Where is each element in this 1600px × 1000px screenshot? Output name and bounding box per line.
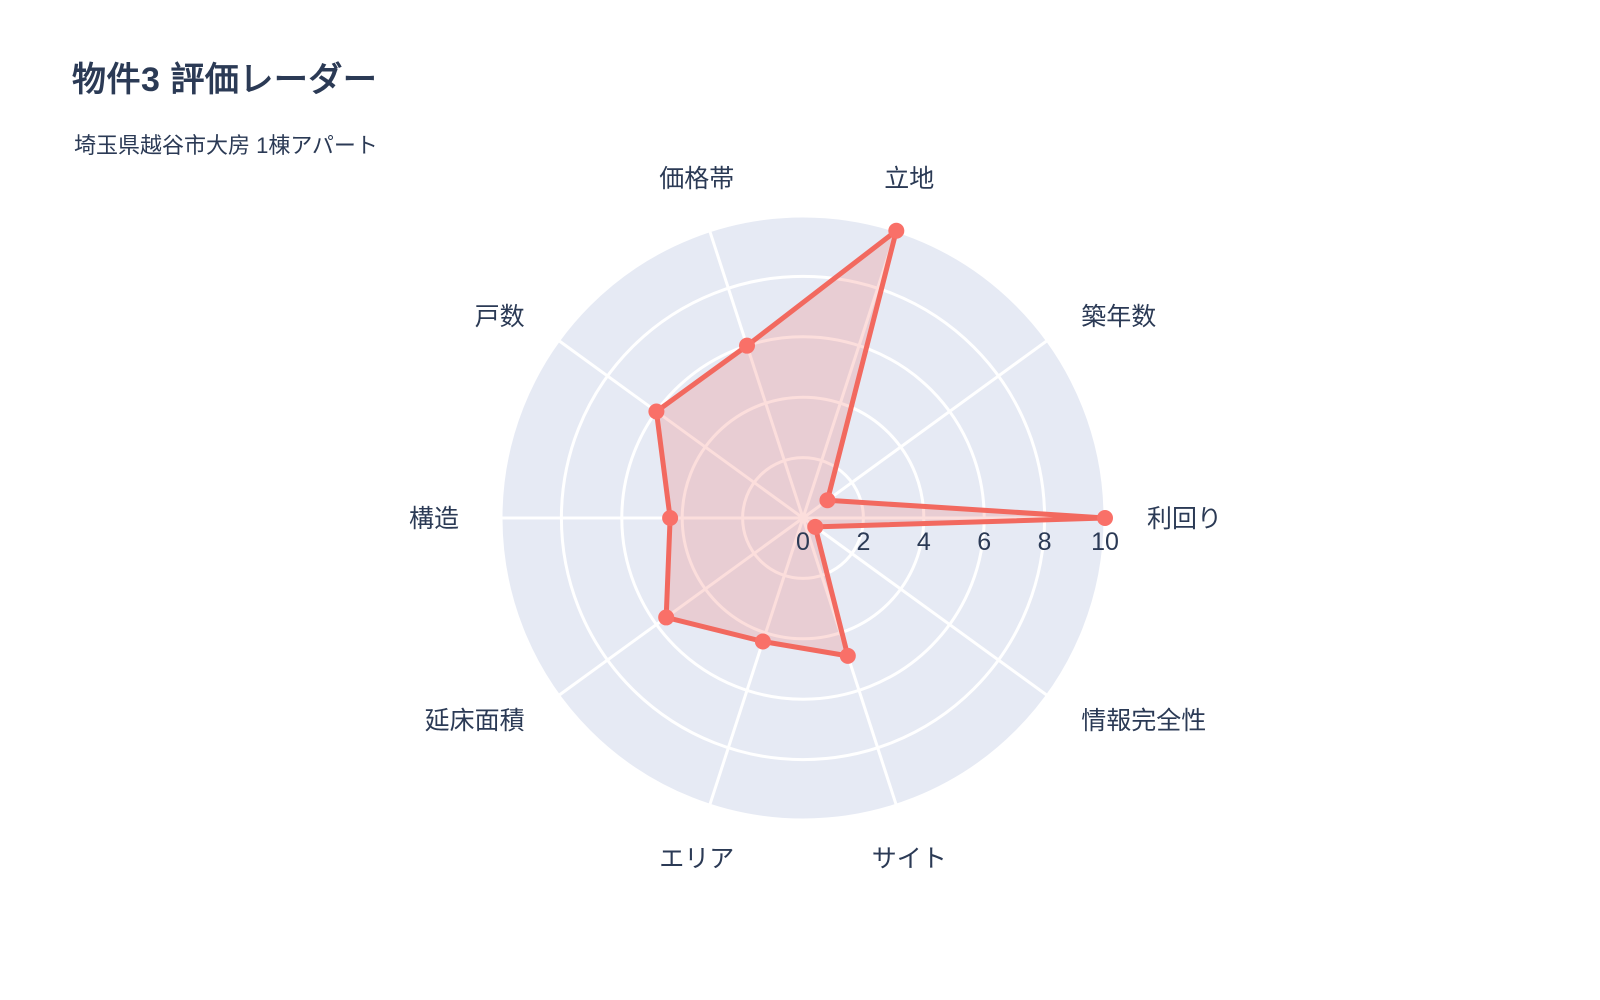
axis-label-戸数: 戸数 — [475, 303, 525, 331]
axis-label-延床面積: 延床面積 — [425, 707, 525, 735]
page-title: 物件3 評価レーダー — [72, 61, 378, 99]
axis-label-サイト: サイト — [872, 845, 947, 873]
axis-label-情報完全性: 情報完全性 — [1081, 707, 1206, 735]
data-point-構造[interactable] — [662, 510, 679, 526]
axis-label-立地: 立地 — [884, 165, 934, 193]
data-point-利回り[interactable] — [1097, 510, 1113, 526]
angular-gridline-延床面積 — [557, 516, 804, 697]
axis-label-構造: 構造 — [409, 505, 459, 533]
radial-tick-label-4: 4 — [917, 528, 931, 556]
axis-label-価格帯: 価格帯 — [659, 165, 734, 193]
data-point-価格帯[interactable] — [739, 337, 756, 354]
series-markers-物件3[interactable] — [648, 222, 1113, 664]
angular-gridline-戸数 — [557, 339, 804, 520]
angular-gridline-エリア — [708, 517, 805, 806]
series-fill-polygon — [656, 230, 1105, 656]
radial-tick-label-2: 2 — [856, 528, 870, 556]
axis-label-エリア: エリア — [659, 845, 734, 873]
series-area-物件3 — [656, 230, 1105, 656]
data-point-エリア[interactable] — [754, 633, 771, 650]
data-point-延床面積[interactable] — [658, 609, 675, 626]
data-point-立地[interactable] — [888, 222, 905, 239]
angular-gridline-価格帯 — [708, 230, 805, 519]
data-point-情報完全性[interactable] — [807, 518, 824, 535]
data-point-戸数[interactable] — [648, 403, 665, 420]
data-point-サイト[interactable] — [839, 647, 856, 664]
page-subtitle: 埼玉県越谷市大房 1棟アパート — [74, 133, 378, 158]
axis-label-築年数: 築年数 — [1081, 303, 1156, 331]
axis-label-利回り: 利回り — [1147, 505, 1222, 533]
radial-tick-labels: 0 2 4 6 8 10 — [796, 528, 1119, 556]
angular-gridline-立地 — [801, 230, 898, 519]
angular-gridline-情報完全性 — [802, 516, 1049, 697]
angular-gridline-築年数 — [802, 339, 1049, 520]
data-point-築年数[interactable] — [819, 492, 836, 509]
radial-tick-label-8: 8 — [1038, 528, 1052, 556]
radial-tick-label-0: 0 — [796, 528, 810, 556]
radial-tick-label-6: 6 — [977, 528, 991, 556]
radial-tick-label-10: 10 — [1091, 528, 1119, 556]
